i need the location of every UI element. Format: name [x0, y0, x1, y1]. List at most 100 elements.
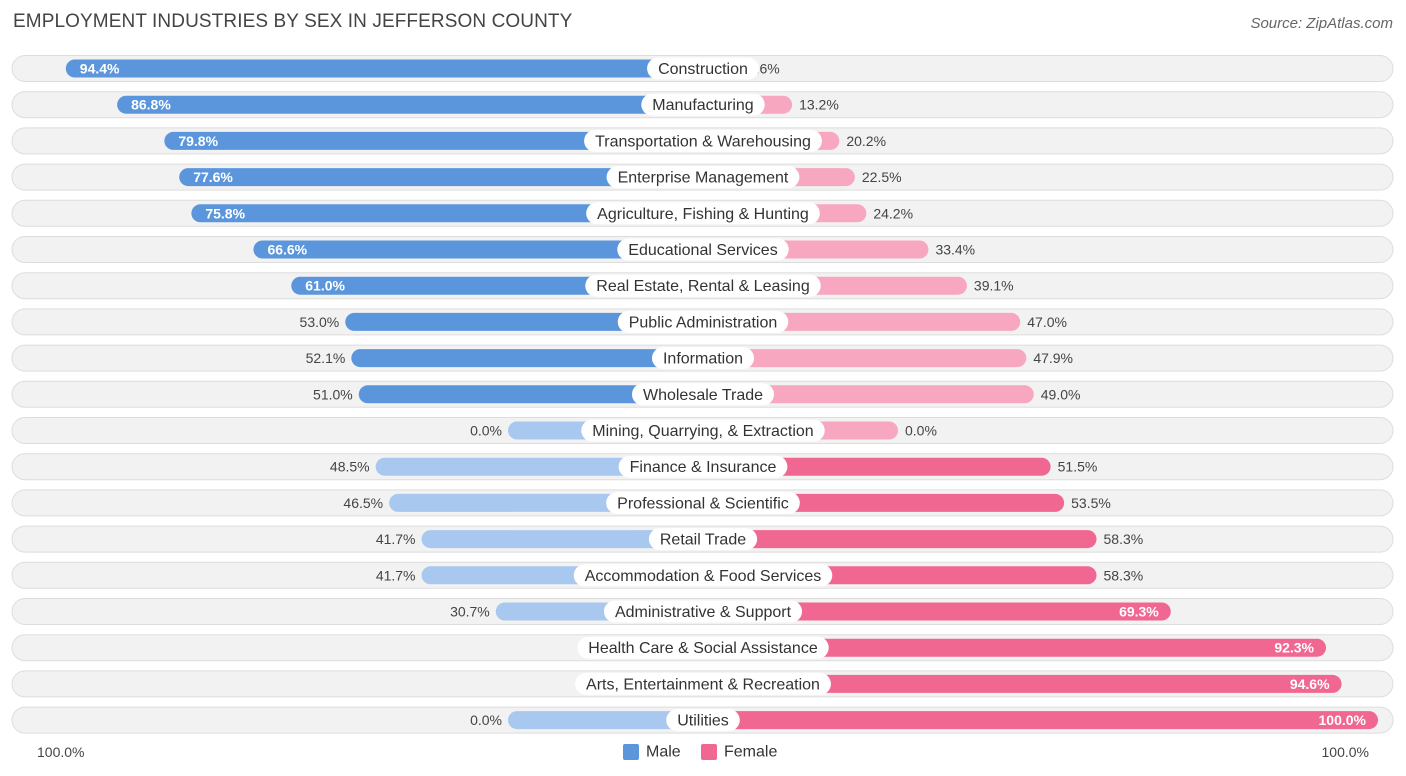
male-value-label: 94.4%	[80, 61, 120, 77]
male-value-label: 41.7%	[376, 567, 416, 583]
male-value-label: 0.0%	[470, 423, 502, 439]
male-value-label: 75.8%	[205, 205, 245, 221]
female-value-label: 39.1%	[974, 278, 1014, 294]
male-bar[interactable]	[117, 95, 704, 114]
female-value-label: 69.3%	[1119, 604, 1159, 620]
male-value-label: 41.7%	[376, 531, 416, 547]
female-bar[interactable]	[703, 457, 1051, 476]
male-value-label: 53.0%	[300, 314, 340, 330]
category-label: Retail Trade	[660, 532, 746, 549]
male-value-label: 46.5%	[343, 495, 383, 511]
category-label-pill	[651, 347, 755, 370]
male-value-label: 52.1%	[306, 350, 346, 366]
female-value-label: 49.0%	[1041, 386, 1081, 402]
male-bar[interactable]	[191, 204, 703, 223]
female-value-label: 58.3%	[1104, 531, 1144, 547]
category-label: Enterprise Management	[618, 170, 789, 187]
category-label: Wholesale Trade	[643, 387, 763, 404]
category-label-pill	[584, 129, 822, 152]
male-value-label: 77.6%	[193, 169, 233, 185]
male-bar[interactable]	[345, 312, 703, 331]
female-bar[interactable]	[703, 349, 1027, 368]
category-label-pill	[603, 600, 803, 623]
category-label: Real Estate, Rental & Leasing	[596, 278, 809, 295]
female-value-label: 24.2%	[873, 205, 913, 221]
male-value-label: 0.0%	[470, 712, 502, 728]
male-bar[interactable]	[508, 711, 703, 730]
female-value-label: 58.3%	[1104, 567, 1144, 583]
male-bar[interactable]	[179, 168, 703, 187]
male-bar[interactable]	[358, 385, 703, 404]
category-label: Manufacturing	[652, 97, 753, 114]
legend-female-label: Female	[724, 744, 777, 761]
female-bar[interactable]	[703, 711, 1378, 730]
female-bar[interactable]	[703, 602, 1171, 621]
male-bar[interactable]	[253, 240, 703, 259]
category-label-pill	[586, 202, 820, 225]
axis-right-label: 100.0%	[1322, 744, 1369, 760]
category-label: Transportation & Warehousing	[595, 133, 811, 150]
category-label: Administrative & Support	[615, 604, 792, 621]
male-value-label: 66.6%	[267, 242, 307, 258]
category-label: Utilities	[677, 713, 729, 730]
category-label: Agriculture, Fishing & Hunting	[597, 206, 809, 223]
female-value-label: 100.0%	[1319, 712, 1367, 728]
category-label: Educational Services	[628, 242, 777, 259]
female-bar[interactable]	[703, 674, 1342, 693]
female-value-label: 47.9%	[1033, 350, 1073, 366]
category-label-pill	[631, 383, 775, 406]
category-label: Accommodation & Food Services	[585, 568, 822, 585]
female-value-label: 94.6%	[1290, 676, 1330, 692]
category-label: Health Care & Social Assistance	[588, 640, 818, 657]
male-value-label: 30.7%	[450, 604, 490, 620]
category-label-pill	[606, 491, 800, 514]
female-bar[interactable]	[703, 385, 1034, 404]
female-value-label: 47.0%	[1027, 314, 1067, 330]
category-label-pill	[585, 274, 821, 297]
category-label: Arts, Entertainment & Recreation	[586, 676, 820, 693]
female-value-label: 33.4%	[935, 242, 975, 258]
female-value-label: 22.5%	[862, 169, 902, 185]
category-label-pill	[641, 93, 765, 116]
female-bar[interactable]	[703, 638, 1327, 657]
legend-female-swatch	[701, 744, 717, 760]
male-bar[interactable]	[164, 131, 704, 150]
category-label-pill	[648, 528, 758, 551]
male-bar[interactable]	[65, 59, 704, 78]
category-label-pill	[606, 166, 800, 189]
category-label: Mining, Quarrying, & Extraction	[592, 423, 813, 440]
legend-male-label: Male	[646, 744, 681, 761]
category-label-pill	[618, 455, 788, 478]
category-label: Finance & Insurance	[630, 459, 777, 476]
male-value-label: 51.0%	[313, 386, 353, 402]
category-label-pill	[577, 636, 829, 659]
female-value-label: 51.5%	[1058, 459, 1098, 475]
category-label-pill	[573, 564, 833, 587]
female-value-label: 13.2%	[799, 97, 839, 113]
category-label-pill	[666, 709, 740, 732]
category-label: Public Administration	[629, 314, 778, 331]
male-value-label: 61.0%	[305, 278, 345, 294]
axis-left-label: 100.0%	[37, 744, 84, 760]
chart-title: EMPLOYMENT INDUSTRIES BY SEX IN JEFFERSO…	[13, 11, 573, 32]
category-label-pill	[617, 310, 789, 333]
category-label-pill	[575, 672, 831, 695]
male-bar[interactable]	[351, 349, 703, 368]
category-label: Construction	[658, 61, 748, 78]
category-label: Professional & Scientific	[617, 495, 789, 512]
chart-source: Source: ZipAtlas.com	[1250, 15, 1393, 32]
legend-male-swatch	[623, 744, 639, 760]
female-value-label: 20.2%	[846, 133, 886, 149]
male-value-label: 86.8%	[131, 97, 171, 113]
category-label-pill	[647, 57, 759, 80]
category-label: Information	[663, 351, 743, 368]
female-value-label: 53.5%	[1071, 495, 1111, 511]
male-value-label: 79.8%	[178, 133, 218, 149]
male-value-label: 48.5%	[330, 459, 370, 475]
category-label-pill	[581, 419, 825, 442]
female-bar[interactable]	[703, 530, 1097, 549]
female-value-label: 0.0%	[905, 423, 937, 439]
male-bar[interactable]	[421, 530, 703, 549]
female-value-label: 92.3%	[1274, 640, 1314, 656]
